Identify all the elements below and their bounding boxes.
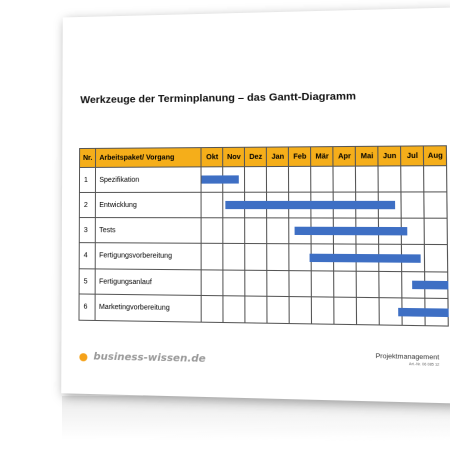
timeline-cell (401, 191, 425, 219)
logo-text: business-wissen.de (93, 351, 206, 365)
timeline-cell (245, 270, 268, 297)
document-sheet: Werkzeuge der Terminplanung – das Gantt-… (61, 7, 450, 404)
timeline-cell (355, 166, 379, 193)
timeline-cell (289, 243, 312, 271)
gantt-body: 1 Spezifikation 2 Entwicklung 3 Tests 4 Fertigu… (78, 165, 450, 327)
header-month: Okt (201, 147, 224, 167)
timeline-cell (423, 165, 448, 192)
row-task: Fertigungsanlauf (95, 268, 202, 296)
timeline-cell (356, 297, 380, 325)
row-nr: 6 (78, 293, 96, 321)
timeline-cell (311, 296, 335, 325)
timeline-cell (223, 243, 246, 271)
row-nr: 3 (79, 217, 96, 243)
timeline-cell (424, 191, 448, 219)
timeline-cell (223, 270, 246, 297)
gantt-bar (294, 226, 407, 236)
logo-dot-icon (79, 352, 88, 361)
gantt-header-row: Nr. Arbeitspaket/ Vorgang Okt Nov Dez Ja… (79, 145, 447, 168)
footer-meta: Projektmanagement Art.-Nr. 06 085 12 (376, 353, 440, 367)
gantt-row: 2 Entwicklung (79, 191, 448, 219)
document-title: Werkzeuge der Terminplanung – das Gantt-… (80, 90, 356, 107)
header-month: Jul (400, 145, 424, 166)
gantt-bar (225, 200, 396, 210)
gantt-bar (398, 307, 450, 317)
sheet-reflection (62, 394, 450, 443)
timeline-cell (401, 165, 425, 192)
timeline-cell (311, 270, 335, 298)
timeline-cell (289, 270, 312, 297)
timeline-cell (201, 295, 450, 323)
timeline-cell (424, 244, 449, 273)
row-nr: 5 (79, 268, 96, 295)
timeline-cell (379, 271, 403, 298)
row-task: Tests (95, 217, 202, 244)
gantt-row: 1 Spezifikation (79, 165, 448, 193)
row-task: Spezifikation (95, 166, 202, 193)
timeline-cell (201, 243, 421, 271)
header-month: Feb (288, 146, 312, 167)
timeline-cell (267, 296, 290, 324)
row-task: Marketingvorbereitung (95, 294, 202, 323)
timeline-cell (223, 295, 246, 323)
timeline-cell (244, 166, 267, 193)
timeline-cell (223, 217, 246, 244)
timeline-cell (266, 217, 290, 244)
header-month: Jun (378, 146, 402, 167)
timeline-cell (201, 192, 396, 218)
row-task: Fertigungsvorbereitung (95, 242, 202, 270)
timeline-cell (266, 166, 289, 193)
gantt-row: 4 Fertigungsvorbereitung (79, 242, 449, 273)
timeline-cell (288, 166, 312, 193)
row-nr: 1 (79, 167, 96, 193)
header-month: Mär (310, 146, 334, 167)
timeline-cell (245, 296, 268, 324)
timeline-cell (201, 166, 239, 193)
timeline-cell (311, 166, 334, 193)
timeline-cell (356, 271, 380, 298)
timeline-cell (424, 218, 448, 245)
gantt-row: 6 Marketingvorbereitung (78, 293, 450, 327)
timeline-cell (333, 271, 357, 298)
timeline-cell (267, 270, 290, 297)
gantt-bar (309, 253, 421, 263)
gantt-bar (201, 175, 239, 184)
header-nr: Nr. (79, 148, 96, 168)
footer-category: Projektmanagement (375, 352, 440, 362)
header-month: Jan (266, 146, 289, 167)
row-nr: 2 (79, 192, 96, 218)
timeline-cell (267, 243, 290, 271)
timeline-cell (201, 269, 449, 296)
gantt-table: Nr. Arbeitspaket/ Vorgang Okt Nov Dez Ja… (78, 145, 450, 327)
timeline-cell (334, 297, 357, 325)
footer-article-number: Art.-Nr. 06 085 12 (408, 361, 440, 367)
row-nr: 4 (79, 242, 96, 269)
timeline-cell (244, 217, 268, 244)
timeline-cell (333, 166, 356, 193)
gantt-row: 3 Tests (79, 217, 448, 245)
brand-logo: business-wissen.de (79, 351, 206, 365)
header-month: Apr (333, 146, 356, 167)
header-month: Aug (423, 145, 447, 166)
timeline-cell (378, 165, 402, 193)
timeline-cell (201, 217, 407, 244)
row-task: Entwicklung (95, 192, 202, 218)
header-month: Nov (223, 147, 245, 167)
header-month: Mai (355, 146, 379, 167)
timeline-cell (245, 243, 268, 271)
header-month: Dez (244, 147, 267, 167)
header-task: Arbeitspaket/ Vorgang (95, 147, 202, 168)
timeline-cell (289, 296, 312, 324)
gantt-bar (411, 280, 449, 290)
